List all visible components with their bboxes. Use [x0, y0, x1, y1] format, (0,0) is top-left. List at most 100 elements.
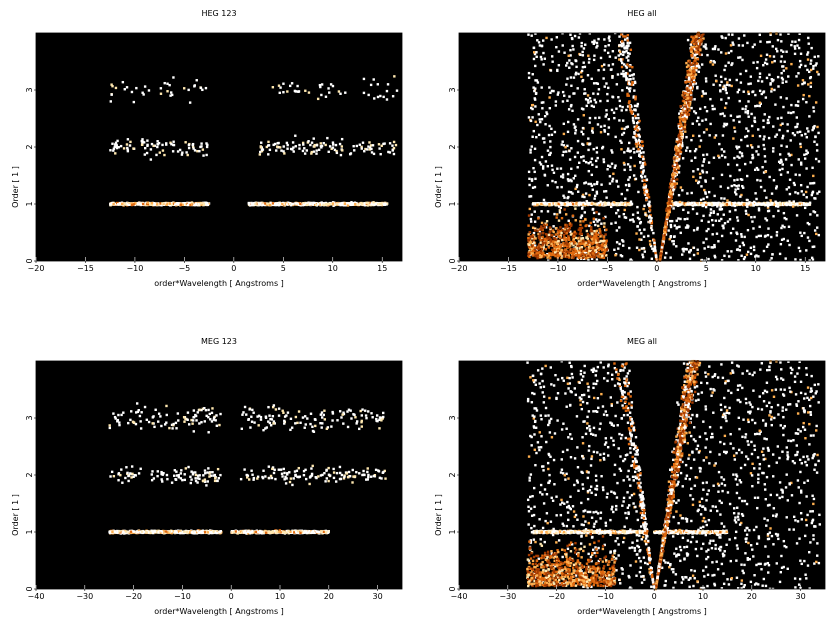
background-event	[723, 222, 727, 225]
background-event	[569, 48, 572, 52]
background-event	[610, 162, 614, 165]
background-event	[577, 36, 581, 39]
background-event	[575, 65, 578, 69]
background-event	[540, 58, 543, 61]
background-event	[537, 41, 541, 44]
background-event	[565, 64, 568, 67]
order-1-event	[200, 203, 203, 206]
background-event	[800, 234, 803, 238]
background-event	[642, 207, 645, 211]
background-event	[567, 190, 571, 194]
background-event	[607, 126, 611, 129]
background-event	[608, 35, 611, 38]
order-2-event	[298, 143, 301, 147]
background-event	[582, 47, 586, 50]
background-event	[758, 104, 761, 108]
background-event	[816, 192, 819, 195]
background-event	[810, 193, 814, 197]
background-event	[686, 192, 689, 195]
background-event	[788, 154, 791, 157]
background-event	[551, 60, 554, 63]
background-event	[806, 53, 809, 56]
background-event	[787, 75, 790, 78]
background-event	[620, 127, 624, 130]
background-event	[581, 50, 584, 54]
background-event	[757, 79, 760, 83]
order-3-event	[143, 85, 147, 88]
order-1-event	[624, 201, 627, 204]
order-1-event	[254, 202, 257, 206]
background-event	[785, 145, 788, 148]
order-3-event	[386, 83, 390, 86]
background-event	[705, 237, 708, 241]
background-event	[799, 145, 803, 149]
background-event	[633, 164, 636, 168]
order-2-event	[141, 142, 144, 145]
order-1-event	[542, 201, 545, 205]
background-event	[669, 223, 673, 227]
background-event	[740, 178, 744, 181]
background-event	[593, 41, 596, 44]
background-event	[755, 66, 759, 70]
background-event	[611, 151, 614, 154]
background-event	[744, 162, 747, 166]
order-3-event	[395, 89, 399, 92]
order-2-event	[319, 142, 322, 145]
background-event	[599, 200, 602, 204]
background-event	[771, 253, 774, 256]
background-event	[703, 158, 706, 161]
background-event	[642, 235, 646, 238]
order-1-event	[132, 203, 136, 206]
background-event	[798, 173, 801, 177]
background-event	[567, 108, 571, 111]
background-event	[730, 84, 733, 88]
order-1-event	[723, 203, 727, 206]
background-event	[763, 61, 767, 65]
background-event	[685, 135, 688, 139]
background-event	[596, 44, 599, 48]
background-event	[722, 213, 725, 216]
background-event	[576, 139, 580, 143]
background-event	[794, 191, 797, 194]
order-1-event	[370, 202, 373, 206]
background-event	[746, 250, 750, 254]
background-event	[634, 116, 638, 120]
background-event	[605, 82, 608, 85]
background-event	[725, 83, 729, 87]
order-3-event	[289, 84, 292, 88]
background-event	[615, 83, 619, 86]
order-1-event	[275, 202, 279, 205]
order-3-event	[373, 97, 376, 100]
order-2-event	[335, 151, 339, 155]
background-event	[591, 163, 594, 167]
background-event	[681, 253, 684, 256]
background-event	[597, 212, 601, 216]
background-event	[561, 173, 565, 176]
background-event	[777, 209, 780, 213]
background-event	[625, 108, 628, 112]
order-2-event	[312, 150, 316, 153]
background-event	[696, 248, 699, 251]
background-event	[587, 54, 590, 57]
background-event	[734, 188, 737, 191]
background-event	[798, 202, 802, 206]
background-event	[780, 144, 783, 147]
background-event	[621, 119, 625, 122]
background-event	[726, 250, 729, 253]
background-event	[762, 249, 766, 253]
background-event	[698, 145, 701, 148]
background-event	[580, 69, 584, 73]
order-3-event	[121, 80, 125, 84]
background-event	[590, 202, 594, 205]
order-2-event	[185, 151, 188, 154]
background-event	[532, 57, 536, 61]
order-2-event	[172, 140, 175, 143]
background-event	[781, 122, 784, 125]
background-event	[702, 241, 705, 244]
background-event	[629, 168, 632, 171]
background-event	[561, 154, 564, 157]
order-1-event	[766, 201, 769, 205]
order-1-event	[174, 203, 177, 206]
order-2-event	[114, 143, 117, 146]
background-event	[808, 115, 811, 118]
